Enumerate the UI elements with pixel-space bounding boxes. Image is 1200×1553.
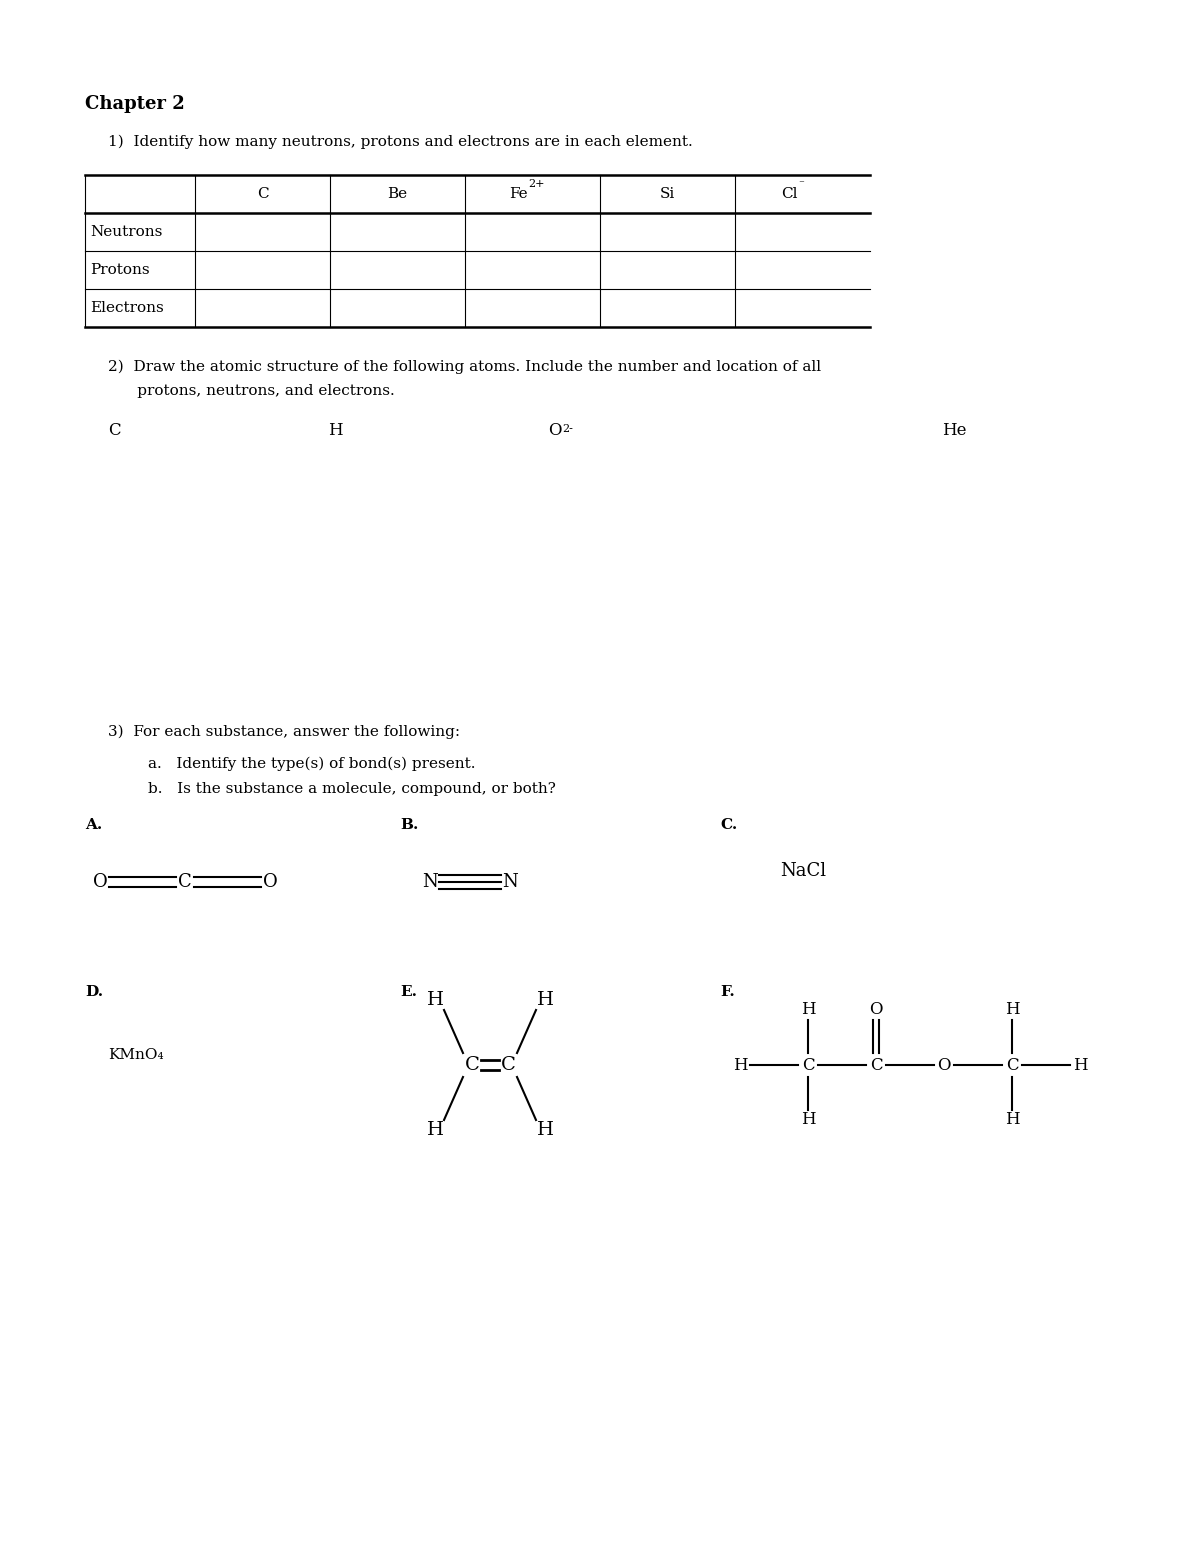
Text: C: C bbox=[108, 422, 121, 439]
Text: C: C bbox=[178, 873, 192, 891]
Text: Si: Si bbox=[660, 186, 676, 200]
Text: H: H bbox=[733, 1056, 748, 1073]
Text: C: C bbox=[500, 1056, 516, 1075]
Text: H: H bbox=[800, 1002, 815, 1019]
Text: F.: F. bbox=[720, 985, 734, 999]
Text: ⁻: ⁻ bbox=[798, 179, 804, 189]
Text: Fe: Fe bbox=[509, 186, 528, 200]
Text: H: H bbox=[1004, 1112, 1019, 1129]
Text: Electrons: Electrons bbox=[90, 301, 163, 315]
Text: 1)  Identify how many neutrons, protons and electrons are in each element.: 1) Identify how many neutrons, protons a… bbox=[108, 135, 692, 149]
Text: H: H bbox=[536, 991, 553, 1009]
Text: b.   Is the substance a molecule, compound, or both?: b. Is the substance a molecule, compound… bbox=[148, 783, 556, 797]
Text: C.: C. bbox=[720, 818, 737, 832]
Text: O: O bbox=[92, 873, 107, 891]
Text: C: C bbox=[1006, 1056, 1019, 1073]
Text: a.   Identify the type(s) of bond(s) present.: a. Identify the type(s) of bond(s) prese… bbox=[148, 756, 475, 772]
Text: C: C bbox=[464, 1056, 480, 1075]
Text: 2+: 2+ bbox=[528, 179, 545, 189]
Text: C: C bbox=[870, 1056, 882, 1073]
Text: O: O bbox=[263, 873, 277, 891]
Text: H: H bbox=[536, 1121, 553, 1138]
Text: D.: D. bbox=[85, 985, 103, 999]
Text: 2)  Draw the atomic structure of the following atoms. Include the number and loc: 2) Draw the atomic structure of the foll… bbox=[108, 360, 821, 374]
Text: Cl: Cl bbox=[781, 186, 798, 200]
Text: 3)  For each substance, answer the following:: 3) For each substance, answer the follow… bbox=[108, 725, 460, 739]
Text: E.: E. bbox=[400, 985, 418, 999]
Text: C: C bbox=[257, 186, 269, 200]
Text: He: He bbox=[942, 422, 966, 439]
Text: protons, neutrons, and electrons.: protons, neutrons, and electrons. bbox=[108, 384, 395, 398]
Text: H: H bbox=[1073, 1056, 1087, 1073]
Text: O: O bbox=[937, 1056, 950, 1073]
Text: N: N bbox=[422, 873, 438, 891]
Text: Protons: Protons bbox=[90, 262, 150, 276]
Text: Chapter 2: Chapter 2 bbox=[85, 95, 185, 113]
Text: H: H bbox=[800, 1112, 815, 1129]
Text: NaCl: NaCl bbox=[780, 862, 826, 881]
Text: KMnO₄: KMnO₄ bbox=[108, 1048, 163, 1062]
Text: H: H bbox=[426, 991, 444, 1009]
Text: H: H bbox=[426, 1121, 444, 1138]
Text: C: C bbox=[802, 1056, 815, 1073]
Text: H: H bbox=[328, 422, 343, 439]
Text: A.: A. bbox=[85, 818, 102, 832]
Text: O: O bbox=[548, 422, 562, 439]
Text: Neutrons: Neutrons bbox=[90, 225, 162, 239]
Text: Be: Be bbox=[388, 186, 408, 200]
Text: N: N bbox=[502, 873, 518, 891]
Text: H: H bbox=[1004, 1002, 1019, 1019]
Text: B.: B. bbox=[400, 818, 419, 832]
Text: O: O bbox=[869, 1002, 883, 1019]
Text: 2-: 2- bbox=[562, 424, 572, 433]
